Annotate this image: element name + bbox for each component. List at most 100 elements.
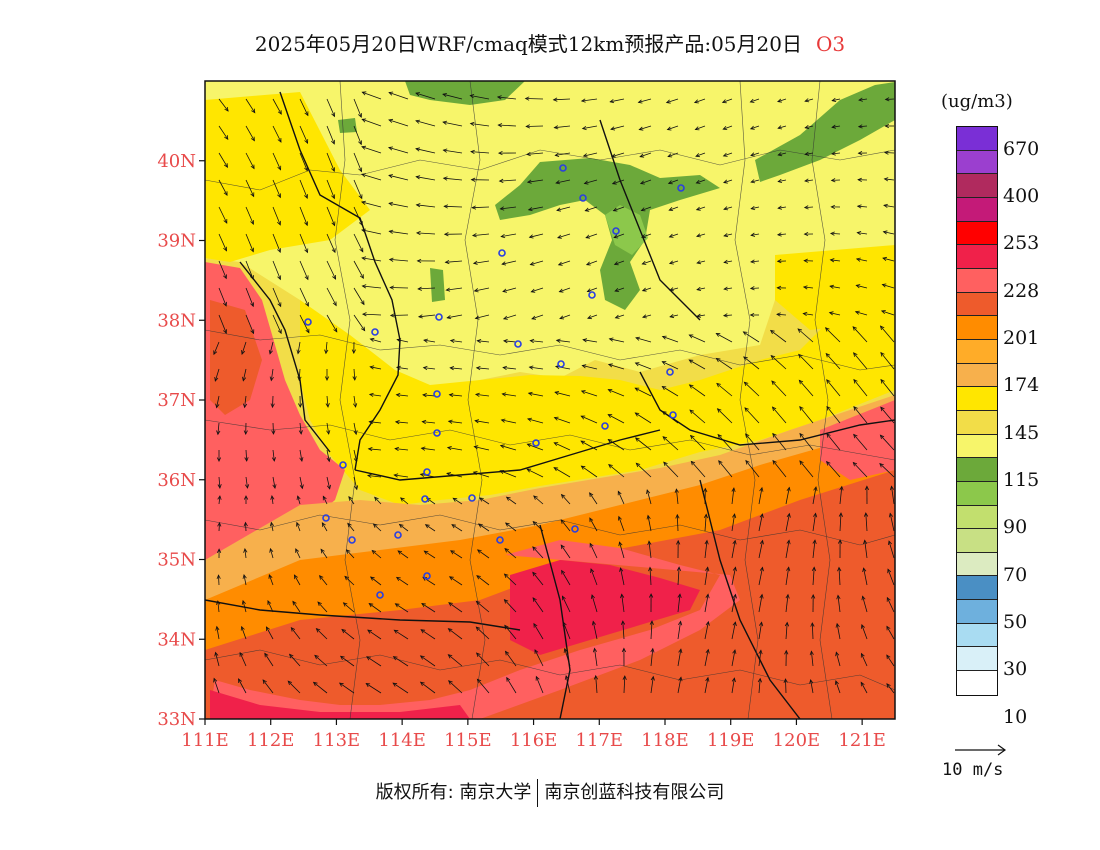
wind-arrow	[326, 395, 329, 408]
wind-arrowhead	[223, 163, 228, 169]
wind-arrow	[270, 368, 274, 381]
pollutant-label: O3	[815, 32, 846, 56]
field-band-228-south	[210, 540, 740, 719]
wind-arrowhead	[721, 99, 727, 104]
wind-arrow	[621, 594, 625, 613]
wind-arrow	[353, 368, 356, 381]
wind-arrow	[423, 339, 436, 343]
wind-arrowhead	[607, 438, 613, 444]
wind-arrowhead	[475, 366, 481, 371]
wind-arrowhead	[635, 462, 641, 468]
wind-arrow	[723, 152, 733, 157]
wind-arrow	[758, 678, 761, 694]
wind-arrow	[416, 232, 436, 235]
wind-arrow	[447, 314, 463, 319]
city-marker	[601, 422, 609, 430]
wind-arrow	[804, 98, 814, 102]
wind-arrow	[560, 519, 571, 532]
wind-arrow	[272, 395, 274, 408]
wind-arrowhead	[715, 333, 721, 337]
wind-arrow	[243, 574, 247, 586]
wind-arrow	[421, 603, 436, 613]
wind-arrow	[803, 286, 814, 289]
boundary-henan-anhui	[539, 524, 571, 719]
wind-arrow	[448, 628, 463, 640]
wind-arrow	[299, 287, 309, 307]
wind-arrowhead	[304, 221, 308, 227]
wind-arrow	[530, 260, 544, 265]
wind-arrow	[589, 492, 598, 505]
wind-arrowhead	[298, 430, 303, 435]
wind-arrow	[527, 418, 544, 424]
wind-arrowhead	[393, 629, 399, 634]
wind-arrow	[388, 92, 409, 100]
wind-arrowhead	[634, 437, 640, 442]
wind-arrowhead	[241, 350, 246, 355]
wind-arrowhead	[213, 677, 218, 683]
wind-arrowhead	[269, 547, 274, 553]
wind-arrowhead	[395, 576, 401, 582]
wind-arrowhead	[777, 205, 783, 210]
wind-arrowhead	[475, 600, 481, 606]
wind-arrowhead	[472, 471, 478, 476]
wind-arrow	[855, 311, 868, 316]
wind-arrowhead	[358, 113, 362, 118]
wind-arrowhead	[213, 350, 218, 356]
colorbar-label: 145	[1003, 421, 1040, 444]
colorbar-label: 70	[1003, 563, 1028, 586]
wind-arrowhead	[452, 497, 458, 502]
wind-arrow	[609, 338, 625, 343]
wind-arrow	[554, 417, 571, 424]
wind-arrow	[785, 487, 790, 505]
wind-arrow	[805, 152, 814, 155]
wind-arrowhead	[799, 432, 804, 438]
wind-arrow	[262, 679, 274, 694]
wind-arrowhead	[564, 674, 569, 680]
wind-arrowhead	[641, 234, 646, 239]
wind-arrowhead	[607, 389, 613, 393]
wind-arrowhead	[826, 433, 831, 438]
wind-arrow	[561, 570, 571, 586]
wind-arrowhead	[834, 680, 839, 685]
wind-arrow	[798, 380, 814, 397]
wind-arrow	[450, 340, 463, 343]
wind-arrowhead	[639, 180, 645, 185]
wind-arrowhead	[640, 207, 646, 212]
wind-arrow	[826, 379, 841, 397]
wind-arrowhead	[388, 174, 393, 179]
wind-arrowhead	[769, 329, 775, 335]
wind-arrowhead	[268, 349, 273, 355]
field-band-253-core	[510, 560, 700, 655]
wind-arrowhead	[641, 260, 647, 265]
wind-arrowhead	[366, 656, 371, 661]
reference-vector-label: 10 m/s	[942, 760, 1004, 780]
wind-arrow	[565, 675, 571, 694]
wind-arrowhead	[585, 261, 591, 266]
wind-arrow	[504, 625, 517, 640]
wind-arrow	[498, 124, 517, 127]
wind-arrowhead	[696, 286, 702, 291]
wind-arrowhead	[715, 357, 721, 363]
wind-arrow	[213, 341, 220, 355]
wind-arrowhead	[501, 261, 507, 266]
wind-arrowhead	[216, 574, 221, 580]
wind-arrow	[218, 495, 221, 505]
wind-arrowhead	[648, 566, 653, 572]
wind-arrowhead	[759, 566, 764, 572]
wind-arrowhead	[703, 487, 708, 493]
wind-arrowhead	[797, 328, 803, 333]
wind-arrow	[415, 120, 436, 127]
wind-arrowhead	[321, 522, 326, 527]
wind-arrow	[880, 434, 895, 451]
wind-arrowhead	[590, 594, 595, 599]
wind-arrow	[299, 206, 308, 226]
wind-arrowhead	[784, 621, 790, 627]
wind-arrow	[527, 179, 544, 183]
wind-arrow	[500, 445, 517, 451]
wind-arrowhead	[803, 205, 809, 210]
wind-arrow	[326, 287, 337, 306]
wind-arrowhead	[223, 219, 228, 224]
wind-arrowhead	[693, 99, 699, 104]
wind-arrow	[554, 125, 571, 129]
wind-arrowhead	[883, 203, 888, 208]
